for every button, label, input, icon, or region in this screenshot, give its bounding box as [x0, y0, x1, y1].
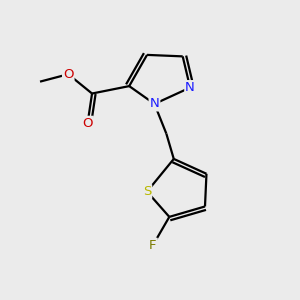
Text: N: N: [150, 98, 159, 110]
Text: O: O: [82, 117, 93, 130]
Text: S: S: [143, 185, 151, 198]
Text: F: F: [149, 238, 157, 252]
Text: N: N: [185, 81, 195, 94]
Text: O: O: [63, 68, 74, 81]
